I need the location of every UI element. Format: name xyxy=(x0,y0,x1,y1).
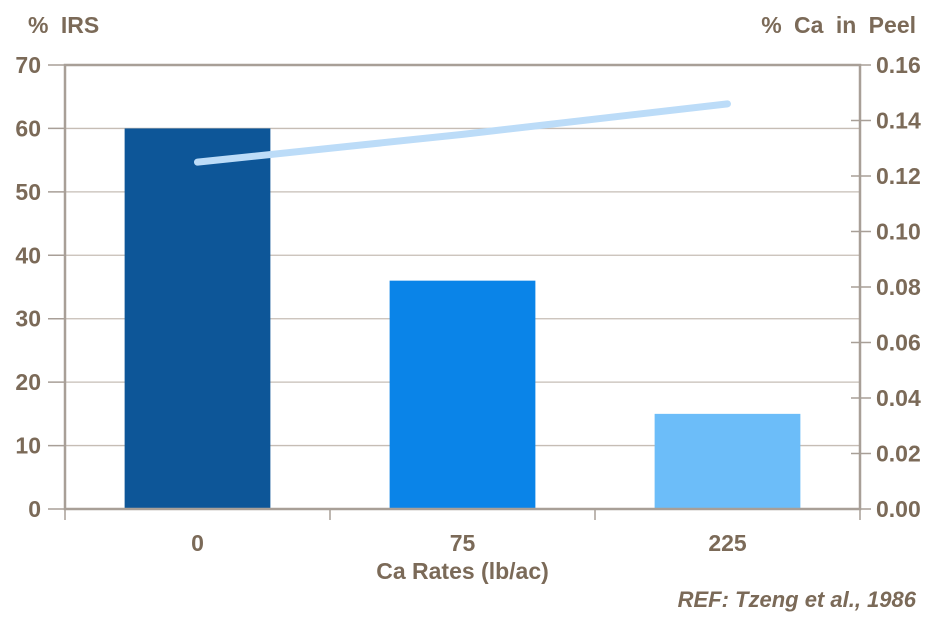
right-axis-tick-label: 0.16 xyxy=(876,52,921,78)
right-axis-title: % Ca in Peel xyxy=(761,12,916,38)
ref-annotation: REF: Tzeng et al., 1986 xyxy=(677,587,916,612)
bar xyxy=(389,280,536,509)
left-axis-title: % IRS xyxy=(28,12,100,38)
left-axis-tick-label: 20 xyxy=(15,369,41,395)
left-axis-tick-label: 50 xyxy=(15,179,41,205)
right-axis-tick-label: 0.06 xyxy=(876,330,921,356)
x-axis-title: Ca Rates (lb/ac) xyxy=(376,558,549,584)
bar xyxy=(124,128,271,509)
category-label: 0 xyxy=(191,530,204,556)
bar xyxy=(654,413,801,509)
right-axis-tick-label: 0.08 xyxy=(876,274,921,300)
left-axis-tick-label: 40 xyxy=(15,242,41,268)
right-axis-tick-label: 0.04 xyxy=(876,385,921,411)
trend-line xyxy=(194,100,731,166)
right-axis-tick-label: 0.00 xyxy=(876,496,921,522)
left-axis-tick-label: 0 xyxy=(28,496,41,522)
right-axis-tick-label: 0.02 xyxy=(876,441,921,467)
left-axis-tick-label: 10 xyxy=(15,433,41,459)
left-axis-tick-label: 70 xyxy=(15,52,41,78)
left-axis-tick-label: 30 xyxy=(15,306,41,332)
category-label: 225 xyxy=(708,530,747,556)
category-label: 75 xyxy=(450,530,476,556)
right-axis-tick-label: 0.10 xyxy=(876,219,921,245)
left-axis-tick-label: 60 xyxy=(15,115,41,141)
right-axis-tick-label: 0.12 xyxy=(876,163,921,189)
right-axis-tick-label: 0.14 xyxy=(876,108,921,134)
